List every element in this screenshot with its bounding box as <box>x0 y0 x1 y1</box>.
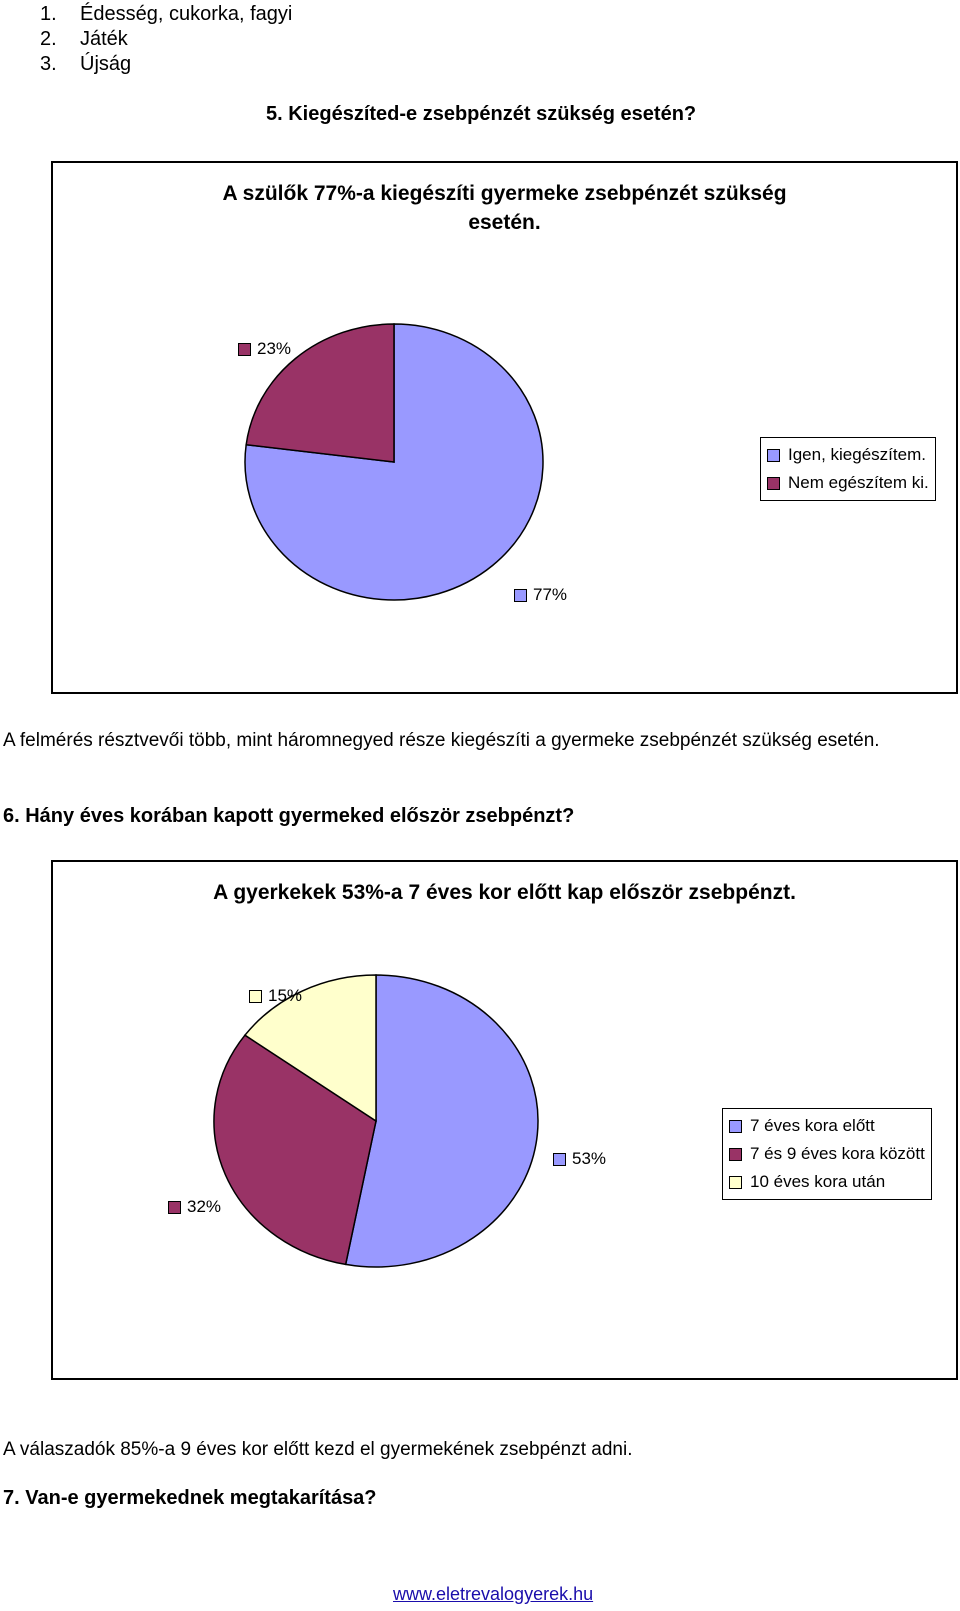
chart-1-title-line-2: esetén. <box>468 211 541 234</box>
legend-swatch <box>729 1147 742 1161</box>
chart-1-label-77: 77% <box>514 585 567 605</box>
chart-2-title: A gyerkekek 53%-a 7 éves kor előtt kap e… <box>213 881 796 904</box>
legend-swatch <box>767 448 780 462</box>
question-5-heading: 5. Kiegészíted-e zsebpénzét szükség eset… <box>266 103 697 125</box>
chart-1-legend: Igen, kiegészítem. Nem egészítem ki. <box>760 437 936 501</box>
list-item-number: 1. <box>40 3 57 25</box>
label-swatch <box>249 989 262 1003</box>
pie-slice <box>344 974 539 1268</box>
list-item: 3. Újság <box>40 53 131 76</box>
legend-swatch <box>767 476 780 490</box>
pie-slice <box>245 323 395 463</box>
chart-2-label-32: 32% <box>168 1197 221 1217</box>
chart-2-label-53: 53% <box>553 1149 606 1169</box>
legend-swatch <box>729 1175 742 1189</box>
list-item-text: Édesség, cukorka, fagyi <box>80 3 293 25</box>
label-swatch <box>168 1200 181 1214</box>
paragraph-6: A válaszadók 85%-a 9 éves kor előtt kezd… <box>3 1439 633 1460</box>
chart-1-pie <box>244 323 544 601</box>
chart-2-frame: A gyerkekek 53%-a 7 éves kor előtt kap e… <box>51 860 958 1380</box>
chart-1-title-line-1: A szülők 77%-a kiegészíti gyermeke zsebp… <box>222 182 787 205</box>
question-6-heading: 6. Hány éves korában kapott gyermeked el… <box>3 805 575 827</box>
label-swatch <box>514 588 527 602</box>
label-swatch <box>553 1152 566 1166</box>
question-7-heading: 7. Van-e gyermekednek megtakarítása? <box>3 1487 377 1509</box>
legend-swatch <box>729 1119 742 1133</box>
chart-1-title: A szülők 77%-a kiegészíti gyermeke zsebp… <box>53 179 956 237</box>
chart-2-legend: 7 éves kora előtt 7 és 9 éves kora közöt… <box>722 1108 932 1200</box>
paragraph-5: A felmérés résztvevői több, mint háromne… <box>3 730 880 751</box>
list-item-text: Játék <box>80 28 128 50</box>
label-swatch <box>238 342 251 356</box>
legend-item: 10 éves kora után <box>729 1168 925 1196</box>
legend-item: Igen, kiegészítem. <box>767 441 929 469</box>
legend-item: Nem egészítem ki. <box>767 469 929 497</box>
legend-item: 7 és 9 éves kora között <box>729 1140 925 1168</box>
chart-1-label-23: 23% <box>238 339 291 359</box>
list-item-number: 3. <box>40 53 57 75</box>
legend-item: 7 éves kora előtt <box>729 1112 925 1140</box>
chart-1-frame: A szülők 77%-a kiegészíti gyermeke zsebp… <box>51 161 958 694</box>
chart-2-label-15: 15% <box>249 986 302 1006</box>
pie-slice <box>213 1034 377 1266</box>
list-item: 2. Játék <box>40 28 128 51</box>
chart-2-pie <box>213 974 539 1268</box>
list-item: 1. Édesség, cukorka, fagyi <box>40 3 292 26</box>
list-item-number: 2. <box>40 28 57 50</box>
list-item-text: Újság <box>80 53 132 75</box>
pie-slice <box>243 974 377 1123</box>
footer-website-link[interactable]: www.eletrevalogyerek.hu <box>393 1584 594 1604</box>
